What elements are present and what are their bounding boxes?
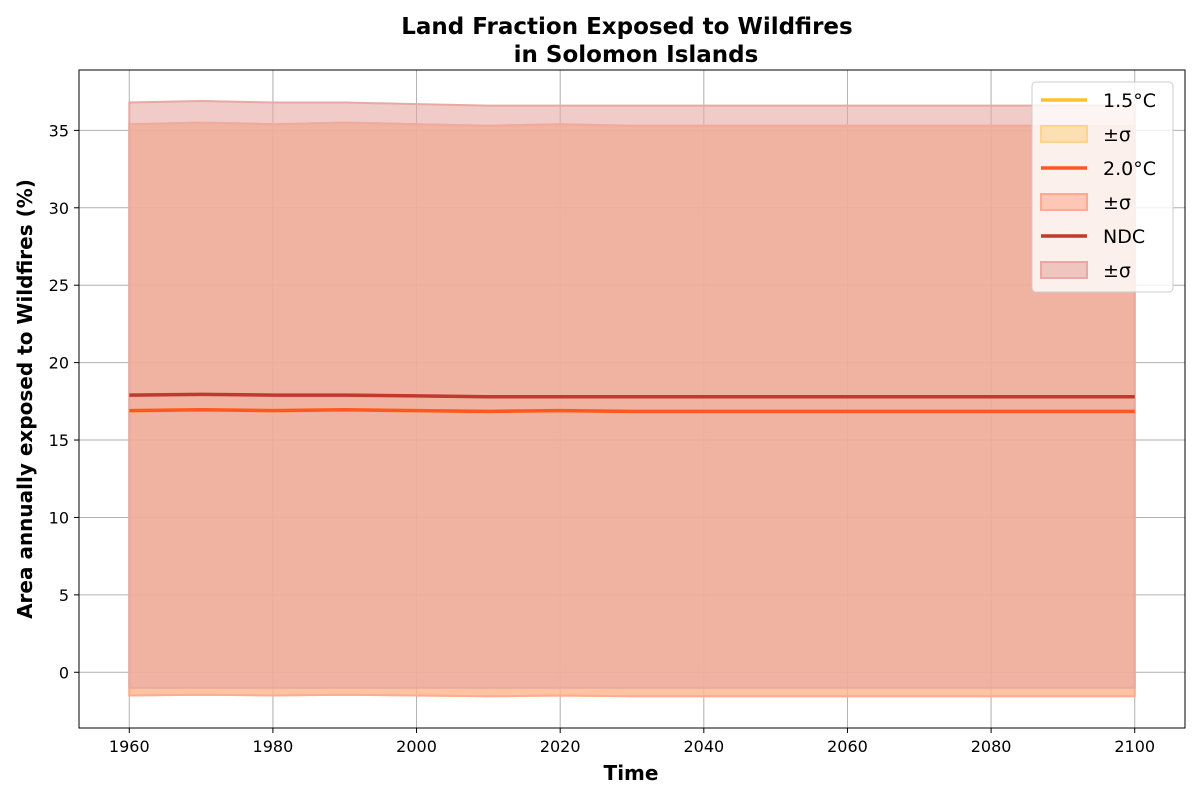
- legend-band-swatch-1: [1040, 193, 1088, 211]
- legend-band-swatch-2: [1040, 261, 1088, 279]
- x-axis-label: Time: [604, 761, 659, 785]
- legend-band-label-1: ±σ: [1103, 192, 1131, 214]
- x-tick-label: 2040: [683, 737, 724, 756]
- x-tick-label: 1960: [109, 737, 150, 756]
- legend-label-2: NDC: [1103, 226, 1145, 248]
- series-line-1: [129, 408, 1135, 414]
- series-line-2: [129, 392, 1135, 399]
- x-tick-label: 2020: [540, 737, 581, 756]
- y-axis-ticks: 0 5 10 15 20 25 30 35: [49, 121, 79, 682]
- x-tick-label: 2100: [1114, 737, 1155, 756]
- y-tick-label: 0: [59, 663, 69, 682]
- x-tick-label: 2060: [827, 737, 868, 756]
- legend-label-1: 2.0°C: [1103, 158, 1156, 180]
- x-axis-ticks: 1960 1980 2000 2020 2040 2060 2080 2100: [109, 728, 1155, 756]
- series-lines: [129, 392, 1135, 414]
- x-tick-label: 1980: [253, 737, 294, 756]
- x-tick-label: 2080: [971, 737, 1012, 756]
- y-tick-label: 35: [49, 121, 69, 140]
- y-tick-label: 20: [49, 354, 69, 373]
- legend-band-label-0: ±σ: [1103, 124, 1131, 146]
- y-tick-label: 10: [49, 508, 69, 527]
- y-tick-label: 30: [49, 199, 69, 218]
- chart-title-line-2: in Solomon Islands: [514, 42, 759, 68]
- chart-title: Land Fraction Exposed to Wildfires in So…: [401, 14, 852, 68]
- legend-band-label-2: ±σ: [1103, 260, 1131, 282]
- plot-area-frame: [78, 69, 1186, 729]
- y-tick-label: 25: [49, 276, 69, 295]
- uncertainty-bands: [128, 99, 1136, 698]
- legend-label-0: 1.5°C: [1103, 90, 1156, 112]
- legend: 1.5°C ±σ 2.0°C ±σ NDC ±σ: [1031, 81, 1174, 293]
- band-2: [128, 99, 1136, 689]
- y-axis-label: Area annually exposed to Wildfires (%): [13, 179, 37, 619]
- legend-band-swatch-0: [1040, 125, 1088, 143]
- y-tick-label: 15: [49, 431, 69, 450]
- x-tick-label: 2000: [396, 737, 437, 756]
- y-tick-label: 5: [59, 586, 69, 605]
- chart-title-line-1: Land Fraction Exposed to Wildfires: [401, 14, 852, 40]
